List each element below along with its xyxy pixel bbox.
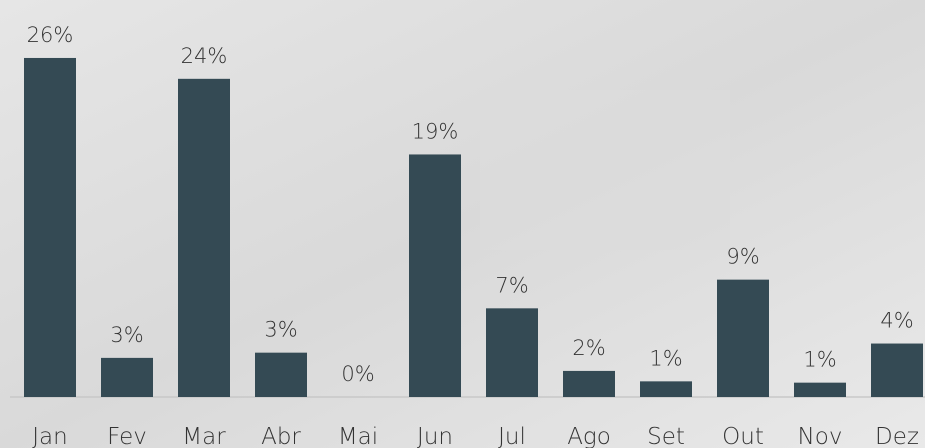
bar xyxy=(640,381,692,397)
value-label: 24% xyxy=(181,44,228,68)
bar xyxy=(871,343,923,397)
bar xyxy=(178,78,230,397)
x-tick-label: Out xyxy=(722,424,764,448)
bar xyxy=(24,57,76,398)
value-label: 2% xyxy=(572,336,605,360)
value-label: 7% xyxy=(495,273,528,297)
bar xyxy=(563,370,615,397)
value-label: 1% xyxy=(803,348,836,372)
value-label: 4% xyxy=(880,309,913,333)
value-label: 26% xyxy=(27,23,74,47)
bar xyxy=(717,279,769,397)
x-tick-label: Ago xyxy=(567,424,611,448)
bar xyxy=(101,357,153,397)
background-shape xyxy=(480,90,730,250)
x-tick-label: Fev xyxy=(107,424,147,448)
x-tick-label: Jan xyxy=(32,424,67,448)
x-tick-label: Nov xyxy=(798,424,843,448)
value-label: 1% xyxy=(649,346,682,370)
bar xyxy=(255,352,307,397)
value-label: 3% xyxy=(110,323,143,347)
x-tick-label: Jul xyxy=(498,424,526,448)
x-tick-label: Mai xyxy=(338,424,378,448)
x-tick-label: Set xyxy=(647,424,685,448)
bar xyxy=(794,382,846,397)
value-label: 0% xyxy=(341,362,374,386)
bar xyxy=(486,308,538,397)
x-tick-label: Mar xyxy=(182,424,226,448)
value-label: 3% xyxy=(264,318,297,342)
x-tick-label: Abr xyxy=(261,424,301,448)
value-label: 9% xyxy=(726,245,759,269)
value-label: 19% xyxy=(412,119,459,143)
x-tick-label: Dez xyxy=(875,424,919,448)
x-tick-label: Jun xyxy=(417,424,453,448)
bar xyxy=(409,154,461,397)
